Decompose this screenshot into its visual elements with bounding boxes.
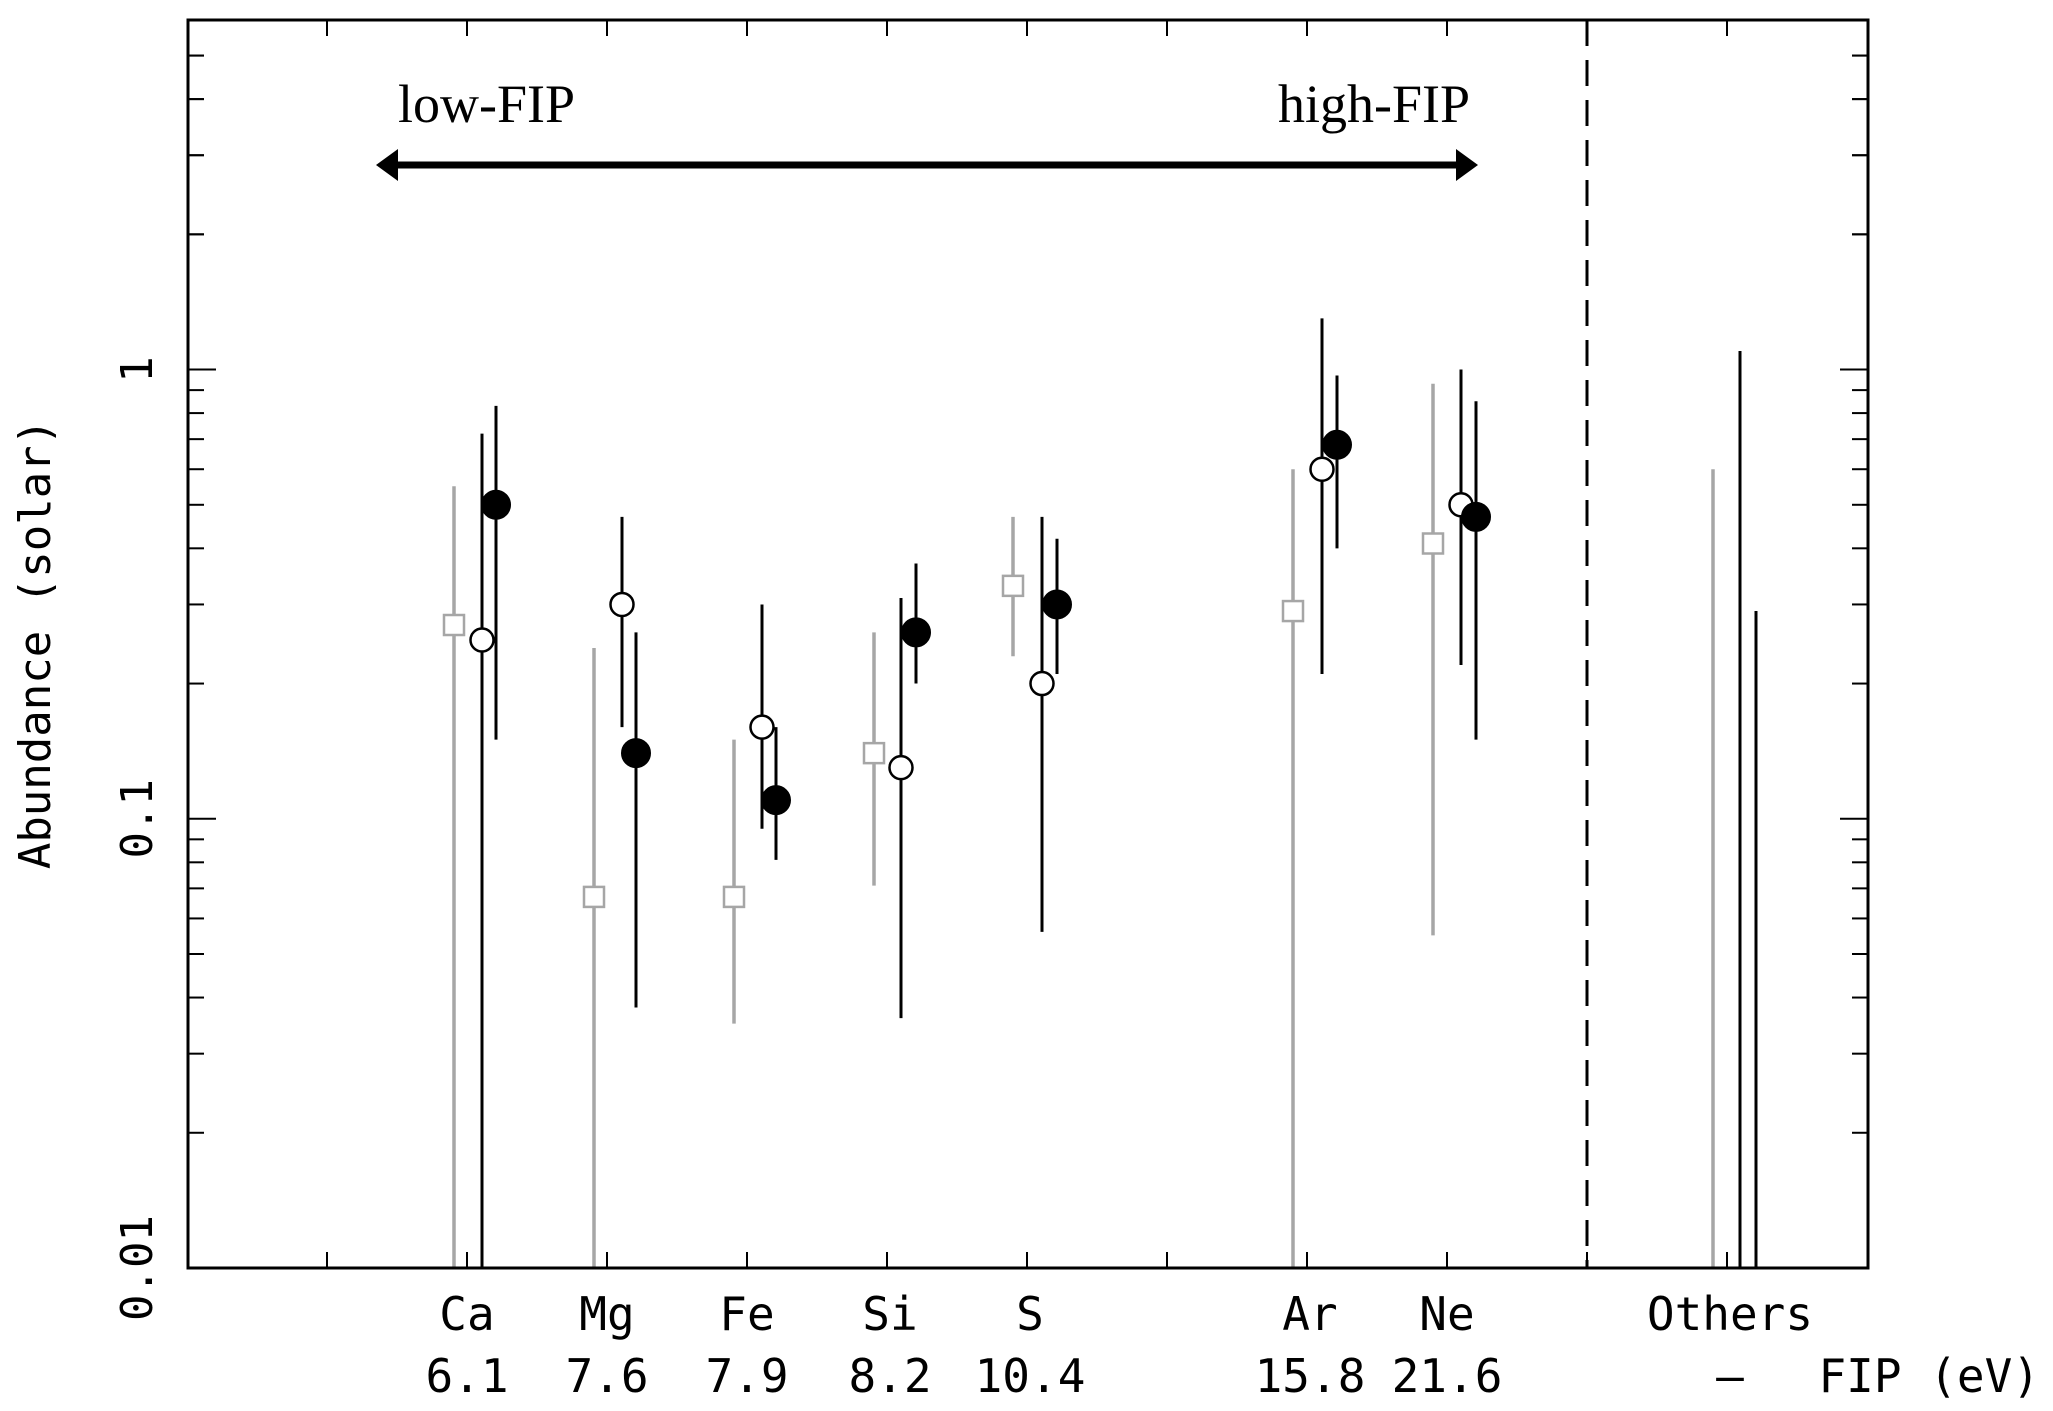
x-fip-label: 10.4 [975, 1349, 1086, 1403]
x-fip-label: — [1716, 1349, 1744, 1403]
x-category-label: Mg [579, 1287, 634, 1341]
data-point-square [1281, 599, 1305, 623]
data-point-square [1421, 532, 1445, 555]
data-point-open-circle [749, 714, 775, 740]
x-fip-label: 15.8 [1255, 1349, 1366, 1403]
data-point-filled-circle [621, 738, 651, 769]
data-point-open-circle [469, 627, 495, 653]
x-fip-label: 6.1 [425, 1349, 508, 1403]
low-fip-label: low-FIP [398, 74, 575, 134]
x-category-label: Ca [439, 1287, 494, 1341]
x-fip-label: 21.6 [1392, 1349, 1503, 1403]
x-category-label: Others [1647, 1287, 1813, 1341]
data-point-open-circle [609, 591, 635, 618]
data-point-filled-circle [1322, 429, 1352, 460]
data-point-square [1001, 574, 1025, 598]
fip-axis-label: FIP (eV) [1818, 1349, 2040, 1403]
data-point-filled-circle [1042, 589, 1072, 620]
y-tick-label: 1 [112, 356, 163, 383]
data-point-open-circle [888, 754, 914, 781]
data-point-square [862, 741, 886, 765]
fip-arrow-left-head [376, 149, 398, 181]
data-point-open-circle [1029, 670, 1055, 697]
x-category-label: Si [862, 1287, 917, 1341]
x-category-label: Fe [719, 1287, 774, 1341]
y-axis-label: Abundance (solar) [10, 419, 61, 869]
data-point-filled-circle [761, 785, 791, 816]
data-point-square [442, 613, 466, 637]
x-category-label: Ne [1419, 1287, 1474, 1341]
fip-arrow-right-head [1456, 149, 1478, 181]
data-point-square [582, 885, 606, 909]
x-category-label: S [1016, 1287, 1044, 1341]
data-point-square [722, 885, 746, 909]
y-tick-label: 0.01 [112, 1215, 163, 1321]
x-fip-label: 7.9 [705, 1349, 788, 1403]
data-point-open-circle [1309, 456, 1335, 482]
x-fip-label: 8.2 [848, 1349, 931, 1403]
data-point-filled-circle [1461, 501, 1491, 532]
high-fip-label: high-FIP [1278, 74, 1470, 134]
y-tick-label: 0.1 [112, 779, 163, 858]
x-category-label: Ar [1282, 1287, 1337, 1341]
data-point-filled-circle [901, 617, 931, 648]
data-point-filled-circle [481, 489, 511, 520]
x-fip-label: 7.6 [565, 1349, 648, 1403]
